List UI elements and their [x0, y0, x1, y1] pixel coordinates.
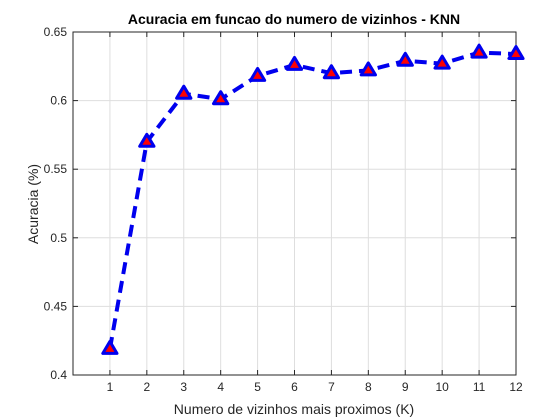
- x-tick-label: 3: [180, 380, 187, 394]
- data-point-marker: [138, 132, 156, 148]
- x-tick-label: 5: [254, 380, 261, 394]
- data-point-marker: [507, 45, 525, 60]
- chart-title: Acuracia em funcao do numero de vizinhos…: [128, 11, 460, 27]
- x-tick-label: 1: [107, 380, 114, 394]
- y-tick-label: 0.65: [44, 25, 68, 39]
- series-layer: [101, 43, 525, 355]
- x-tick-label: 2: [143, 380, 150, 394]
- tick-layer: 1 2 3 4 5 6 7 8 9 10 11 120.40.450.50.550.60.65: [44, 25, 523, 394]
- y-tick-label: 0.55: [44, 162, 68, 176]
- series-line: [107, 50, 517, 350]
- data-point-marker: [359, 61, 377, 77]
- y-tick-label: 0.4: [50, 368, 67, 382]
- data-point-marker: [433, 54, 451, 70]
- x-axis-label: Numero de vizinhos mais proximos (K): [174, 401, 414, 417]
- y-tick-label: 0.45: [44, 299, 68, 313]
- x-tick-label: 12: [509, 380, 523, 394]
- data-point-marker: [175, 84, 193, 100]
- x-tick-label: 4: [217, 380, 224, 394]
- data-point-marker: [249, 66, 267, 82]
- data-point-marker: [101, 339, 119, 355]
- data-point-marker: [470, 43, 488, 59]
- data-point-marker: [212, 90, 230, 106]
- y-axis-label: Acuracia (%): [25, 164, 41, 244]
- y-tick-label: 0.6: [50, 94, 67, 108]
- x-tick-label: 8: [365, 380, 372, 394]
- x-tick-label: 7: [328, 380, 335, 394]
- data-point-marker: [285, 55, 304, 71]
- y-tick-label: 0.5: [50, 231, 67, 245]
- data-point-marker: [322, 64, 340, 80]
- x-tick-label: 6: [291, 380, 298, 394]
- x-tick-label: 10: [435, 380, 449, 394]
- x-tick-label: 11: [473, 380, 486, 394]
- x-tick-label: 9: [402, 380, 409, 394]
- data-point-marker: [396, 51, 414, 67]
